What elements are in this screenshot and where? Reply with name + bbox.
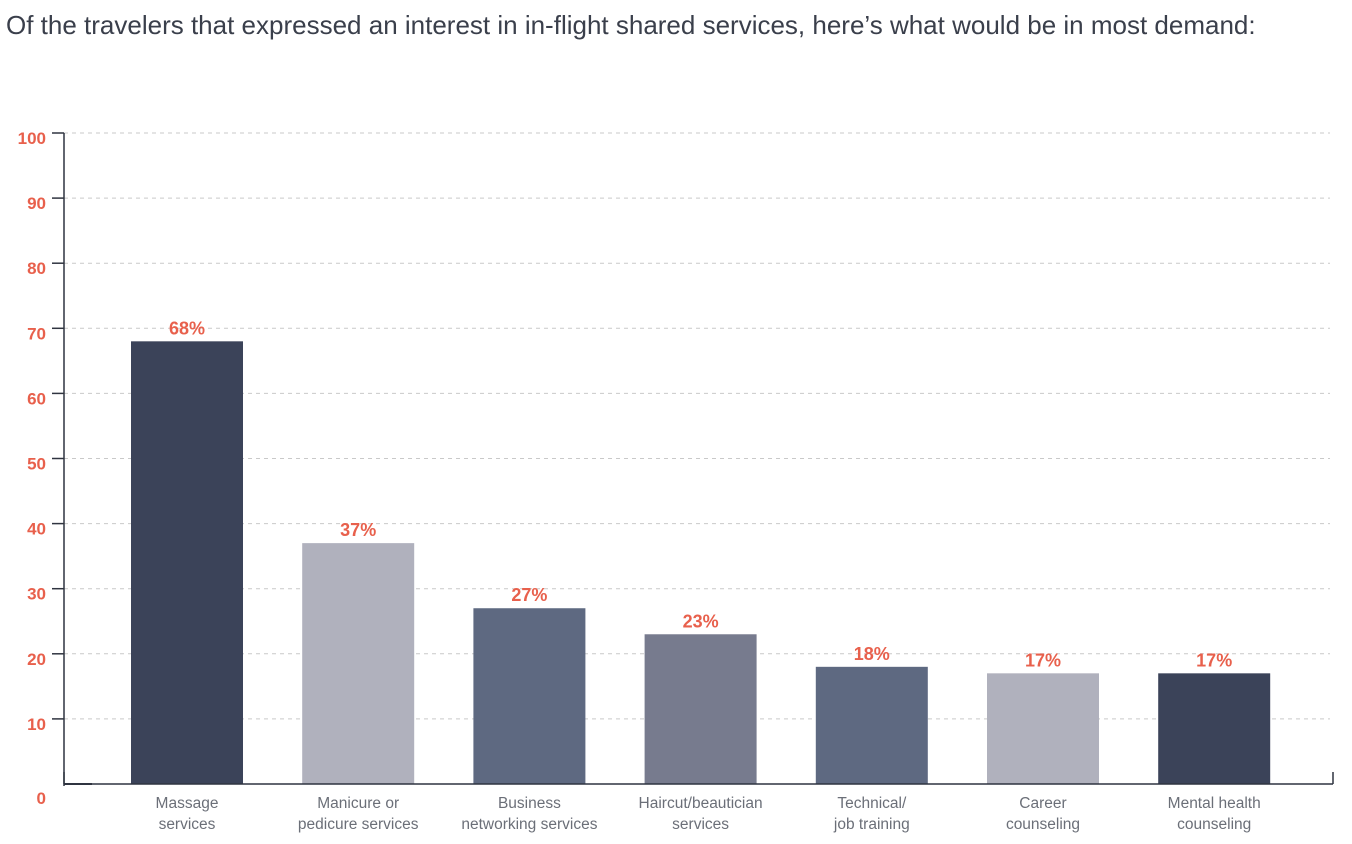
bar <box>987 673 1099 784</box>
y-tick-label: 90 <box>27 194 46 213</box>
value-labels: 68% 37% 27% 23% 18% 17% 17% <box>169 318 1232 670</box>
y-tick-label: 80 <box>27 259 46 278</box>
bar <box>1158 673 1271 784</box>
y-tick-label: 100 <box>18 129 46 148</box>
category-label: Haircut/beautician <box>639 795 763 812</box>
value-label: 27% <box>511 585 547 605</box>
y-tick-label: 0 <box>37 789 46 808</box>
category-label: counseling <box>1177 816 1251 833</box>
value-label: 23% <box>683 611 719 631</box>
y-tick-label: 50 <box>27 455 46 474</box>
y-tick-label: 70 <box>27 324 46 343</box>
category-label: services <box>672 816 729 833</box>
value-label: 18% <box>854 644 890 664</box>
chart-title: Of the travelers that expressed an inter… <box>6 10 1256 40</box>
y-tick-label: 30 <box>27 585 46 604</box>
category-label: pedicure services <box>298 816 419 833</box>
category-label: Business <box>498 795 561 812</box>
y-tick-label: 40 <box>27 520 46 539</box>
category-label: counseling <box>1006 816 1080 833</box>
category-label: services <box>159 816 216 833</box>
bar <box>644 634 757 784</box>
y-tick-label: 60 <box>27 389 46 408</box>
y-tick-label: 10 <box>27 715 46 734</box>
value-label: 17% <box>1025 650 1061 670</box>
y-tick-label: 20 <box>27 650 46 669</box>
bars <box>131 341 1271 784</box>
bar <box>815 666 928 784</box>
value-label: 37% <box>340 520 376 540</box>
bar <box>473 608 586 784</box>
bar <box>302 543 415 784</box>
value-label: 68% <box>169 318 205 338</box>
y-tick-labels: 0 10 20 30 40 50 60 70 80 90 100 <box>18 129 46 808</box>
axes <box>52 132 1334 786</box>
category-label: Technical/ <box>837 795 907 812</box>
category-label: Massage <box>156 795 219 812</box>
value-label: 17% <box>1196 650 1232 670</box>
category-label: job training <box>833 816 910 833</box>
x-tick-labels: Massage services Manicure or pedicure servi… <box>156 795 1261 833</box>
category-label: Manicure or <box>317 795 399 812</box>
category-label: networking services <box>461 816 597 833</box>
bar <box>131 341 243 784</box>
category-label: Mental health <box>1168 795 1261 812</box>
category-label: Career <box>1019 795 1066 812</box>
